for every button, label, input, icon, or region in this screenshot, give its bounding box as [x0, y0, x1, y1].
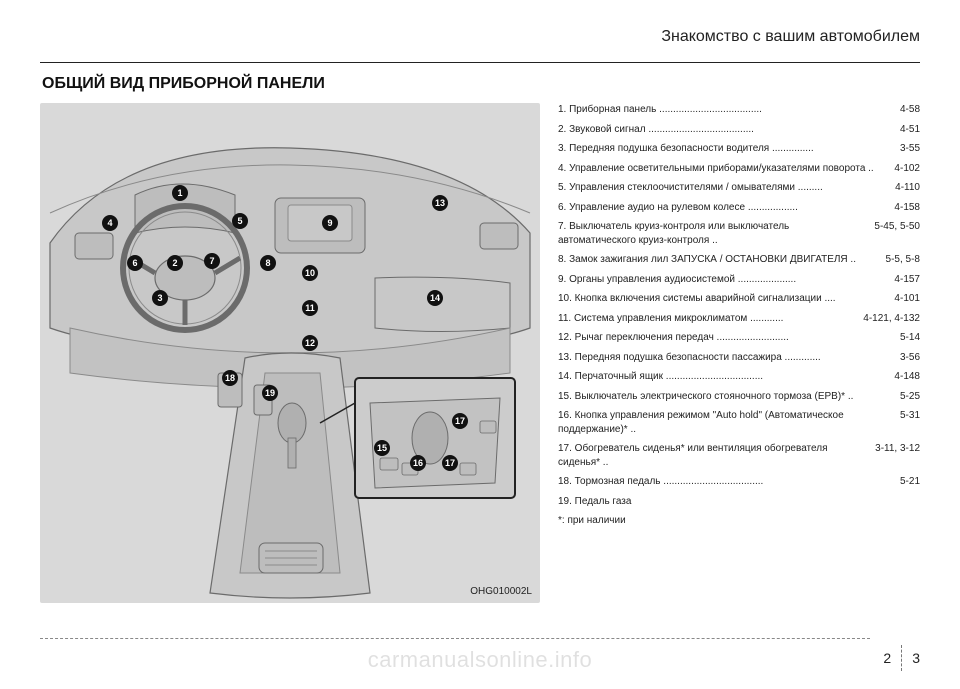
callout-item: 8. Замок зажигания лил ЗАПУСКА / ОСТАНОВ…: [558, 253, 920, 267]
callout-item: 6. Управление аудио на рулевом колесе ..…: [558, 201, 920, 215]
figure-marker: 16: [410, 455, 426, 471]
callout-page: 4-101: [894, 292, 920, 306]
page-number: 2 3: [883, 645, 920, 671]
callout-item: 19. Педаль газа: [558, 495, 920, 509]
callout-item: 17. Обогреватель сиденья* или вентиляция…: [558, 442, 920, 469]
callout-page: 4-51: [900, 123, 920, 137]
callout-item: 3. Передняя подушка безопасности водител…: [558, 142, 920, 156]
callout-page: 4-110: [895, 181, 920, 195]
figure-marker: 6: [127, 255, 143, 271]
callout-label: 13. Передняя подушка безопасности пассаж…: [558, 351, 900, 365]
callout-label: 6. Управление аудио на рулевом колесе ..…: [558, 201, 894, 215]
figure-marker: 17: [452, 413, 468, 429]
figure-marker: 7: [204, 253, 220, 269]
callout-item: 16. Кнопка управления режимом "Auto hold…: [558, 409, 920, 436]
callout-item: 11. Система управления микроклиматом ...…: [558, 312, 920, 326]
figure-marker: 3: [152, 290, 168, 306]
callout-item: 7. Выключатель круиз-контроля или выключ…: [558, 220, 920, 247]
watermark: carmanualsonline.info: [368, 647, 593, 673]
callout-page: 5-14: [900, 331, 920, 345]
callout-page: 5-25: [900, 390, 920, 404]
page-left: 2: [883, 650, 891, 666]
callout-label: 19. Педаль газа: [558, 495, 920, 509]
figure-marker: 19: [262, 385, 278, 401]
callout-page: 4-58: [900, 103, 920, 117]
page-separator: [901, 645, 902, 671]
dashboard-figure: OHG010002L 12345678910111213141516171718…: [40, 103, 540, 603]
callout-list: 1. Приборная панель ....................…: [558, 103, 920, 603]
callout-item: 13. Передняя подушка безопасности пассаж…: [558, 351, 920, 365]
callout-label: 10. Кнопка включения системы аварийной с…: [558, 292, 894, 306]
callout-item: 1. Приборная панель ....................…: [558, 103, 920, 117]
figure-marker: 10: [302, 265, 318, 281]
figure-marker: 1: [172, 185, 188, 201]
callout-page: 4-157: [894, 273, 920, 287]
figure-marker: 14: [427, 290, 443, 306]
callout-label: 2. Звуковой сигнал .....................…: [558, 123, 900, 137]
callout-label: 17. Обогреватель сиденья* или вентиляция…: [558, 442, 875, 469]
callout-label: 5. Управления стеклоочистителями / омыва…: [558, 181, 895, 195]
callout-item: 18. Тормозная педаль ...................…: [558, 475, 920, 489]
figure-marker: 18: [222, 370, 238, 386]
callout-page: 4-148: [894, 370, 920, 384]
callout-label: 1. Приборная панель ....................…: [558, 103, 900, 117]
footnote: *: при наличии: [558, 514, 920, 528]
callout-item: 14. Перчаточный ящик ...................…: [558, 370, 920, 384]
callout-label: 15. Выключатель электрического стояночно…: [558, 390, 900, 404]
callout-page: 5-21: [900, 475, 920, 489]
callout-page: 5-31: [900, 409, 920, 436]
callout-page: 4-158: [894, 201, 920, 215]
callout-page: 4-102: [894, 162, 920, 176]
callout-item: 2. Звуковой сигнал .....................…: [558, 123, 920, 137]
page-right: 3: [912, 650, 920, 666]
figure-marker: 5: [232, 213, 248, 229]
callout-page: 5-5, 5-8: [886, 253, 920, 267]
figure-marker: 15: [374, 440, 390, 456]
figure-marker: 11: [302, 300, 318, 316]
callout-label: 11. Система управления микроклиматом ...…: [558, 312, 863, 326]
callout-page: 3-56: [900, 351, 920, 365]
section-title: ОБЩИЙ ВИД ПРИБОРНОЙ ПАНЕЛИ: [42, 75, 920, 93]
callout-label: 12. Рычаг переключения передач .........…: [558, 331, 900, 345]
callout-item: 12. Рычаг переключения передач .........…: [558, 331, 920, 345]
callout-label: 7. Выключатель круиз-контроля или выключ…: [558, 220, 874, 247]
callout-page: 5-45, 5-50: [874, 220, 920, 247]
callout-label: 4. Управление осветительными приборами/у…: [558, 162, 894, 176]
callout-item: 10. Кнопка включения системы аварийной с…: [558, 292, 920, 306]
callout-item: 5. Управления стеклоочистителями / омыва…: [558, 181, 920, 195]
figure-marker: 12: [302, 335, 318, 351]
figure-code: OHG010002L: [470, 586, 532, 597]
callout-item: 15. Выключатель электрического стояночно…: [558, 390, 920, 404]
callout-label: 14. Перчаточный ящик ...................…: [558, 370, 894, 384]
callout-label: 3. Передняя подушка безопасности водител…: [558, 142, 900, 156]
chapter-title: Знакомство с вашим автомобилем: [661, 28, 920, 46]
header-rule: [40, 62, 920, 63]
figure-marker: 4: [102, 215, 118, 231]
callout-label: 8. Замок зажигания лил ЗАПУСКА / ОСТАНОВ…: [558, 253, 886, 267]
figure-marker: 13: [432, 195, 448, 211]
callout-page: 3-55: [900, 142, 920, 156]
callout-label: 18. Тормозная педаль ...................…: [558, 475, 900, 489]
footer-dashed-rule: [40, 638, 870, 639]
figure-marker: 8: [260, 255, 276, 271]
figure-marker: 2: [167, 255, 183, 271]
callout-label: 16. Кнопка управления режимом "Auto hold…: [558, 409, 900, 436]
figure-marker: 9: [322, 215, 338, 231]
callout-page: 3-11, 3-12: [875, 442, 920, 469]
callout-page: 4-121, 4-132: [863, 312, 920, 326]
dashboard-svg: [40, 103, 540, 603]
figure-marker: 17: [442, 455, 458, 471]
callout-item: 4. Управление осветительными приборами/у…: [558, 162, 920, 176]
callout-item: 9. Органы управления аудиосистемой .....…: [558, 273, 920, 287]
callout-label: 9. Органы управления аудиосистемой .....…: [558, 273, 894, 287]
